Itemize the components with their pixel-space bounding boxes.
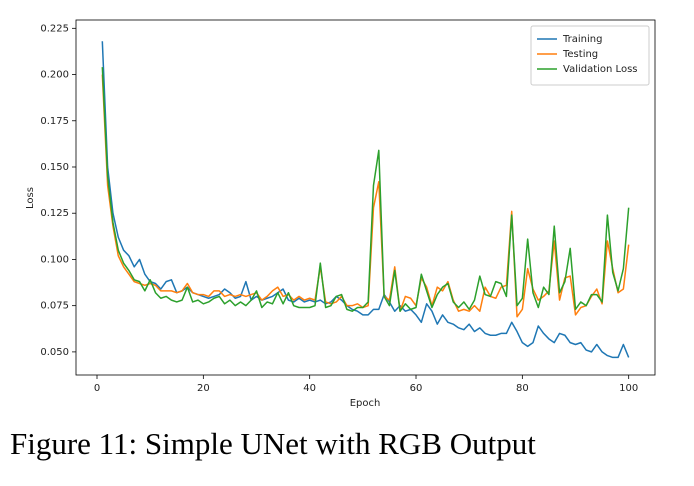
axes-frame bbox=[75, 19, 656, 376]
figure-caption: Figure 11: Simple UNet with RGB Output bbox=[10, 426, 536, 461]
y-tick-label: 0.125 bbox=[40, 208, 69, 219]
legend-label: Training bbox=[562, 34, 602, 45]
legend-box bbox=[530, 25, 650, 86]
legend-label: Validation Loss bbox=[563, 64, 638, 75]
x-tick-label: 20 bbox=[197, 383, 210, 394]
y-axis-label: Loss bbox=[25, 187, 36, 209]
y-tick-label: 0.175 bbox=[40, 116, 69, 127]
x-tick-label: 100 bbox=[619, 383, 638, 394]
y-tick-label: 0.150 bbox=[40, 162, 69, 173]
series-line bbox=[101, 67, 630, 312]
series-line bbox=[101, 41, 630, 359]
y-tick-label: 0.100 bbox=[40, 254, 69, 265]
x-tick-label: 40 bbox=[303, 383, 316, 394]
y-tick-label: 0.075 bbox=[40, 301, 69, 312]
legend-label: Testing bbox=[562, 49, 598, 60]
y-tick-label: 0.050 bbox=[40, 347, 69, 358]
x-tick-label: 80 bbox=[516, 383, 529, 394]
x-tick-label: 0 bbox=[94, 383, 100, 394]
x-tick-label: 60 bbox=[410, 383, 423, 394]
x-axis-label: Epoch bbox=[350, 398, 381, 409]
y-tick-label: 0.225 bbox=[40, 23, 69, 34]
y-tick-label: 0.200 bbox=[40, 70, 69, 81]
